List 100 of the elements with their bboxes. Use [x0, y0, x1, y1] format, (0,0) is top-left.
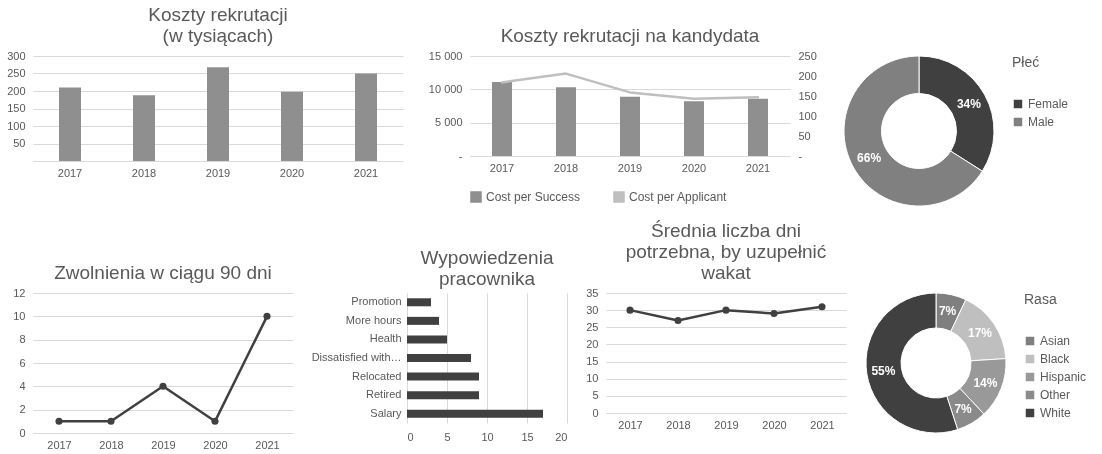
- bar: [684, 101, 704, 156]
- y2-tick-label: 150: [798, 89, 817, 102]
- y-tick-label: Promotion: [351, 295, 402, 308]
- chart-title: Wypowiedzenia pracownika: [420, 247, 554, 289]
- y2-tick-label: -: [798, 149, 803, 162]
- point: [722, 306, 730, 314]
- legend-label: White: [1040, 406, 1071, 420]
- x-tick-label: 2019: [714, 418, 739, 431]
- y-tick-label: Relocated: [351, 369, 402, 382]
- bar: [207, 67, 229, 161]
- legend-label: Black: [1040, 352, 1071, 366]
- bar: [620, 96, 640, 156]
- y-tick-label: 200: [7, 84, 26, 97]
- data-label: 34%: [956, 96, 982, 111]
- point: [55, 417, 63, 425]
- bar: [407, 354, 471, 362]
- y-tick-label: 0: [592, 406, 599, 419]
- x-tick-label: 2017: [489, 161, 515, 174]
- x-tick-label: 0: [407, 430, 414, 443]
- bar: [407, 409, 543, 418]
- x-tick-label: 2017: [618, 418, 643, 431]
- y2-tick-label: 250: [798, 49, 817, 62]
- y-tick-label: 15 000: [428, 49, 463, 62]
- y-tick-label: 10: [13, 309, 26, 322]
- x-tick-label: 2017: [57, 166, 83, 179]
- x-tick-label: 2020: [279, 166, 305, 179]
- y-tick-label: 4: [19, 379, 26, 392]
- y-tick-label: 6: [19, 356, 26, 369]
- x-tick-label: 2019: [151, 438, 176, 451]
- bar: [556, 87, 576, 156]
- legend-label: Hispanic: [1040, 370, 1087, 384]
- x-tick-label: 2017: [47, 438, 72, 451]
- y-tick-label: 35: [586, 286, 599, 299]
- y-tick-label: -: [458, 149, 463, 162]
- y-tick-label: Retired: [366, 388, 402, 401]
- data-label: 55%: [871, 364, 896, 379]
- y-tick-label: 5: [592, 389, 599, 402]
- bar: [407, 316, 439, 325]
- y-tick-label: 150: [7, 102, 26, 114]
- bar: [133, 95, 155, 161]
- bar: [407, 335, 447, 344]
- x-tick-label: 2018: [666, 418, 691, 431]
- x-tick-label: 2019: [617, 161, 643, 174]
- y-tick-label: Dissatisfied with…: [311, 351, 402, 363]
- legend-label: Female: [1028, 97, 1069, 111]
- y-tick-label: Salary: [370, 406, 402, 419]
- y2-tick-label: 100: [798, 109, 817, 122]
- bar: [407, 391, 479, 400]
- bar: [281, 91, 303, 161]
- chart-title: Średnia liczba dni potrzebna, by uzupełnić wakat: [625, 220, 827, 283]
- legend-label: Male: [1028, 115, 1055, 129]
- x-tick-label: 2020: [203, 438, 228, 451]
- legend-label: Cost per Applicant: [629, 190, 728, 204]
- point: [159, 382, 167, 390]
- point: [818, 303, 826, 311]
- y2-tick-label: 200: [798, 69, 817, 82]
- y-tick-label: 8: [19, 333, 26, 346]
- data-label: 7%: [938, 304, 957, 319]
- x-tick-label: 2018: [553, 161, 579, 174]
- chart-title: Koszty rekrutacji (w tysiącach): [148, 4, 288, 46]
- y-tick-label: 300: [7, 49, 26, 62]
- data-label: 66%: [857, 151, 882, 166]
- y-tick-label: 20: [586, 337, 599, 350]
- y-tick-label: 30: [586, 303, 599, 316]
- x-tick-label: 2021: [255, 438, 280, 451]
- data-label: 17%: [967, 326, 993, 341]
- line-series: [500, 72, 760, 101]
- legend-label: Cost per Success: [486, 190, 581, 204]
- bar: [407, 372, 479, 381]
- data-label: 7%: [954, 401, 973, 416]
- y-tick-label: 12: [13, 286, 26, 299]
- y-tick-label: 250: [7, 67, 26, 79]
- x-tick-label: 10: [481, 430, 494, 443]
- x-tick-label: 2021: [810, 418, 835, 431]
- x-tick-label: 15: [521, 430, 534, 443]
- point: [107, 417, 115, 425]
- x-tick-label: 2018: [131, 166, 157, 179]
- y-tick-label: 100: [7, 119, 26, 132]
- y-tick-label: 2: [19, 403, 26, 416]
- chart-title: Zwolnienia w ciągu 90 dni: [54, 262, 272, 283]
- y-tick-label: Health: [369, 332, 402, 345]
- y2-tick-label: 50: [798, 129, 811, 142]
- x-tick-label: 20: [555, 430, 568, 443]
- y-tick-label: 10 000: [428, 82, 463, 95]
- point: [674, 316, 682, 324]
- y-tick-label: 50: [13, 137, 26, 149]
- point: [770, 310, 778, 318]
- x-tick-label: 2020: [681, 161, 707, 174]
- x-tick-label: 2021: [745, 161, 771, 174]
- chart-title: Rasa: [1024, 291, 1057, 307]
- point: [263, 312, 271, 320]
- chart-title: Płeć: [1012, 54, 1040, 70]
- bar: [492, 82, 512, 156]
- x-tick-label: 2018: [99, 438, 124, 451]
- y-tick-label: 10: [586, 372, 599, 385]
- point: [626, 306, 634, 314]
- legend-label: Other: [1040, 388, 1071, 402]
- legend-label: Asian: [1040, 334, 1071, 348]
- y-tick-label: More hours: [345, 313, 402, 326]
- y-tick-label: 15: [586, 355, 599, 368]
